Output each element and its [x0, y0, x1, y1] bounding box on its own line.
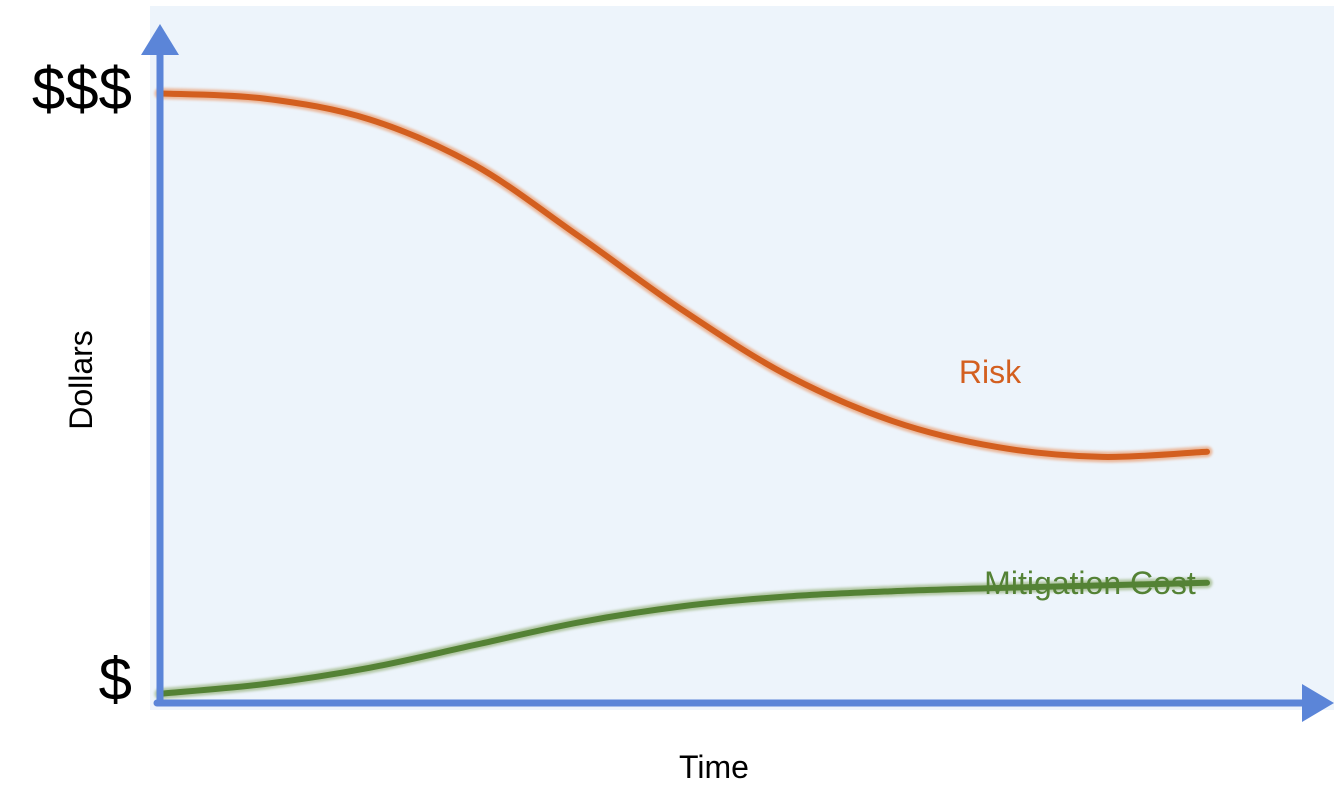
- y-axis-arrowhead: [141, 24, 179, 55]
- series-label-risk: Risk: [959, 354, 1022, 390]
- x-axis: [153, 684, 1334, 722]
- y-axis: [141, 24, 179, 704]
- series-risk: Risk: [154, 87, 1213, 463]
- series-mitigation-cost-line: [157, 579, 1210, 697]
- y-tick-label: $$$: [32, 55, 132, 122]
- series-risk-line: [157, 90, 1210, 460]
- x-axis-title: Time: [679, 749, 749, 785]
- x-axis-arrowhead: [1302, 684, 1334, 722]
- plot-background: [150, 6, 1334, 710]
- series-label-mitigation-cost: Mitigation Cost: [984, 565, 1196, 601]
- y-tick-labels: $$$$: [32, 55, 132, 713]
- series-layer: Risk Mitigation Cost: [154, 87, 1213, 700]
- y-axis-title: Dollars: [63, 330, 99, 430]
- series-mitigation-cost: Mitigation Cost: [154, 565, 1213, 700]
- y-tick-label: $: [99, 646, 132, 713]
